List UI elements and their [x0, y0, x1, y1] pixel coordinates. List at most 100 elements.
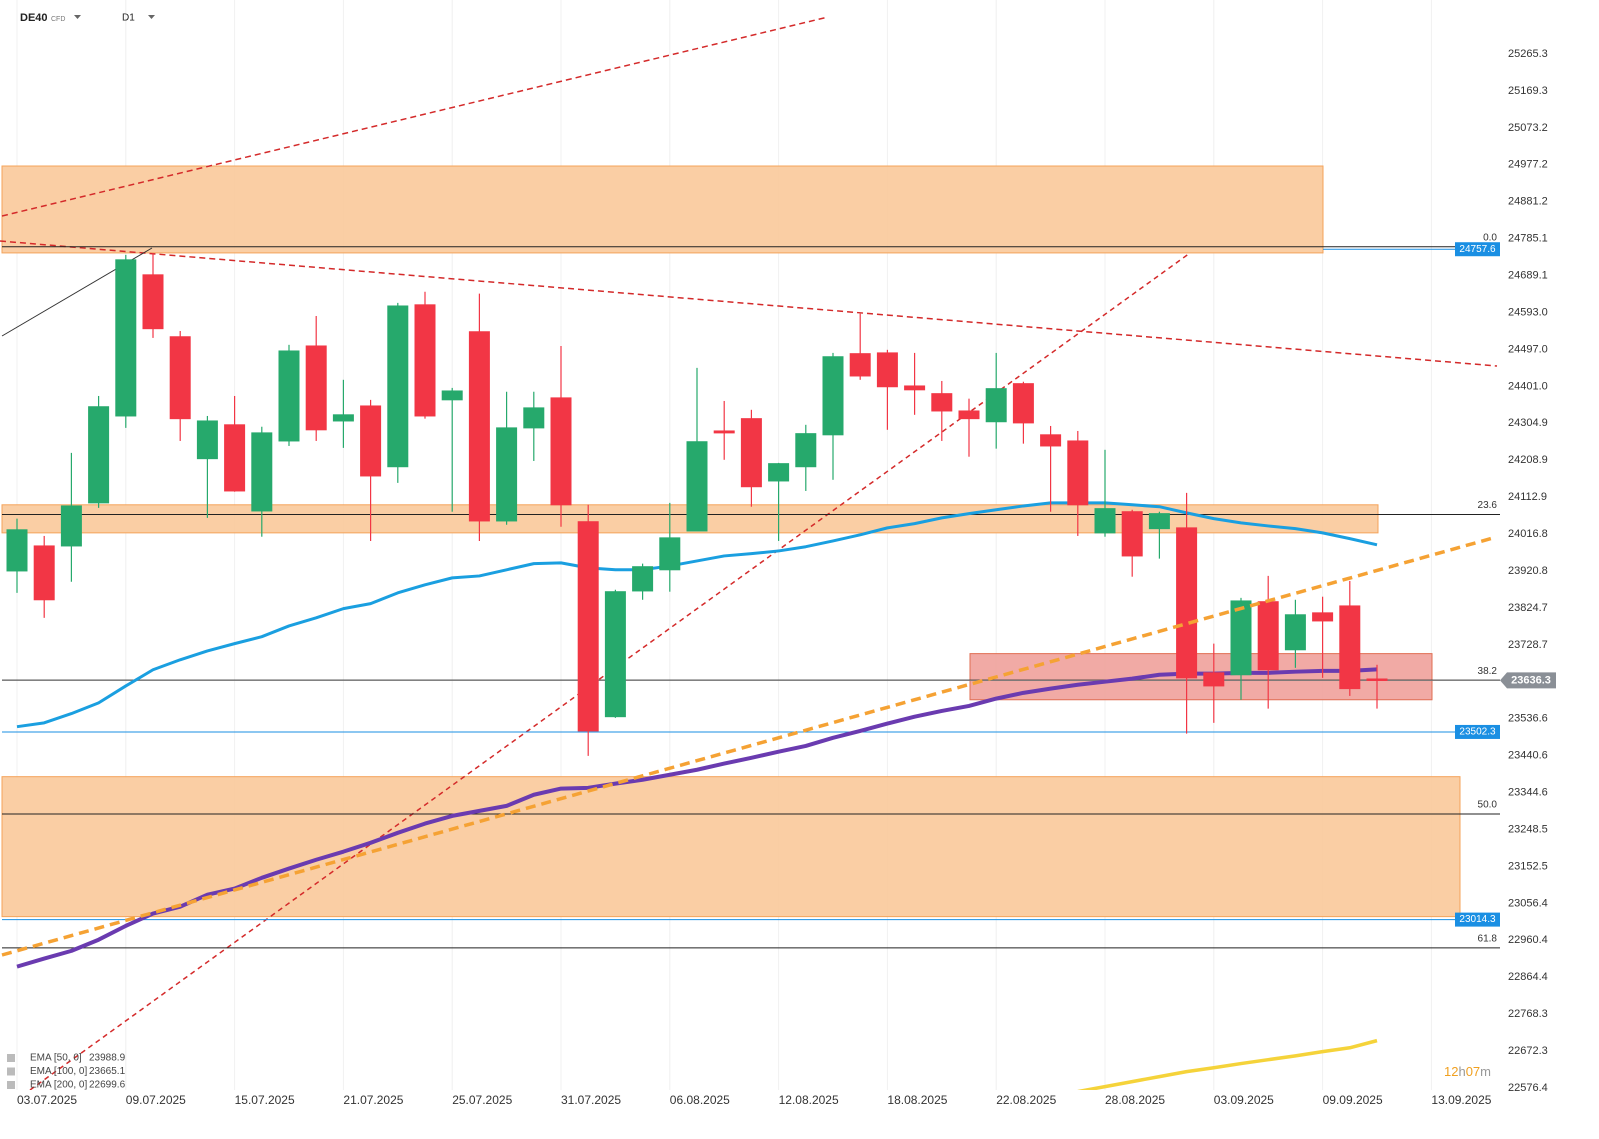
dropdown-icon[interactable] [74, 15, 81, 19]
last-price-label: 23636.3 [1511, 674, 1551, 686]
candle-body [1257, 601, 1279, 671]
grid [16, 0, 1432, 1090]
candle-body [632, 566, 654, 592]
candle-body [1012, 383, 1034, 424]
candle-body [468, 331, 490, 522]
candle-body [958, 410, 980, 420]
x-tick-label: 21.07.2025 [343, 1093, 403, 1107]
price-tag [1455, 242, 1500, 257]
x-tick-label: 03.09.2025 [1214, 1093, 1274, 1107]
y-tick-label: 24689.1 [1508, 269, 1548, 281]
symbol[interactable]: DE40 [20, 12, 48, 24]
header[interactable]: DE40 CFD D1 [20, 12, 155, 24]
y-tick-label: 22576.4 [1508, 1082, 1548, 1094]
x-tick-label: 09.07.2025 [126, 1093, 186, 1107]
y-tick-label: 24401.0 [1508, 380, 1548, 392]
candle-body [169, 336, 191, 420]
x-tick-label: 12.08.2025 [779, 1093, 839, 1107]
y-tick-label: 22960.4 [1508, 934, 1548, 946]
legend-icon [7, 1067, 15, 1076]
y-tick-label: 24016.8 [1508, 528, 1548, 540]
candle-body [414, 304, 436, 417]
countdown-part: h [1458, 1064, 1465, 1079]
candle-body [604, 591, 626, 718]
candle-body [523, 407, 545, 429]
candle-body [115, 259, 137, 417]
candle-body [332, 414, 354, 422]
y-tick-label: 22864.4 [1508, 971, 1548, 983]
candle-body [360, 405, 382, 477]
candle-body [88, 406, 110, 504]
candle-body [795, 433, 817, 468]
candle-body [713, 430, 735, 434]
candle-body [1148, 513, 1170, 530]
price-tag [1455, 912, 1500, 927]
zone [1, 776, 1461, 918]
candle-body [6, 529, 28, 572]
indicators [16, 501, 1378, 1090]
y-tick-label: 24593.0 [1508, 306, 1548, 318]
legend-icon [7, 1081, 15, 1089]
y-tick-label: 23440.6 [1508, 750, 1548, 762]
trendline [1, 16, 829, 217]
fib-label: 23.6 [1478, 500, 1498, 511]
legend-name: EMA [200, 0] [30, 1080, 87, 1091]
candle-body [251, 432, 273, 512]
legend-value: 22699.6 [89, 1080, 126, 1091]
candle-body [387, 305, 409, 468]
x-tick-label: 09.09.2025 [1323, 1093, 1383, 1107]
candle-body [1339, 605, 1361, 690]
y-tick-label: 24977.2 [1508, 159, 1548, 171]
instrument: CFD [51, 16, 65, 23]
legend-name: EMA [100, 0] [30, 1066, 87, 1077]
legend-value: 23988.9 [89, 1053, 126, 1064]
y-tick-label: 24881.2 [1508, 196, 1548, 208]
candle-body [142, 274, 164, 330]
x-tick-label: 18.08.2025 [887, 1093, 947, 1107]
candle-body [33, 545, 55, 601]
legend-value: 23665.1 [89, 1066, 126, 1077]
x-tick-label: 22.08.2025 [996, 1093, 1056, 1107]
candle-body [1230, 600, 1252, 676]
legend-icon [7, 1054, 15, 1062]
zone [1, 165, 1324, 254]
y-tick-label: 23344.6 [1508, 786, 1548, 798]
candle-body [876, 352, 898, 388]
countdown-part: 12 [1444, 1064, 1458, 1079]
x-tick-label: 15.07.2025 [235, 1093, 295, 1107]
price-tag [1455, 724, 1500, 739]
dropdown-icon[interactable] [148, 15, 155, 19]
y-tick-label: 23728.7 [1508, 639, 1548, 651]
labels: 25265.3 25169.3 25073.2 24977.2 24881.2 24785… [17, 48, 1556, 1107]
candle-body [768, 463, 790, 482]
ema-line [16, 501, 1378, 729]
y-tick-label: 25265.3 [1508, 48, 1548, 60]
countdown-part: m [1480, 1064, 1491, 1079]
price-tag-label: 23502.3 [1459, 727, 1496, 738]
candle-body [740, 418, 762, 488]
y-tick-label: 23248.5 [1508, 823, 1548, 835]
y-tick-label: 24208.9 [1508, 454, 1548, 466]
candle-body [1094, 508, 1116, 534]
trendline [0, 240, 1498, 367]
countdown: 12h07m [1444, 1064, 1491, 1079]
candle-body [1203, 672, 1225, 687]
candles [6, 252, 1388, 756]
y-tick-label: 24112.9 [1508, 491, 1547, 503]
candle-body [60, 505, 82, 547]
y-tick-label: 22672.3 [1508, 1045, 1548, 1057]
candle-body [305, 345, 327, 431]
fib-label: 50.0 [1478, 800, 1498, 811]
y-tick-label: 22768.3 [1508, 1008, 1548, 1020]
trendline [1, 536, 1494, 957]
candle-body [1284, 614, 1306, 651]
candle-body [849, 353, 871, 377]
y-tick-label: 23536.6 [1508, 713, 1548, 725]
y-tick-label: 23920.8 [1508, 565, 1548, 577]
candle-body [441, 390, 463, 401]
y-tick-label: 23056.4 [1508, 897, 1548, 909]
candle-body [196, 420, 218, 460]
fib-label: 38.2 [1478, 666, 1498, 677]
timeframe[interactable]: D1 [122, 13, 135, 24]
